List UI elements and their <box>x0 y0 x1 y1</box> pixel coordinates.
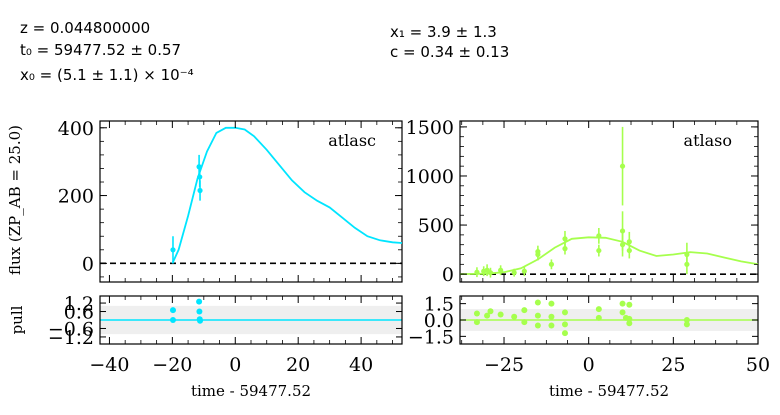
pull-point <box>169 317 176 323</box>
pull-point <box>561 321 568 328</box>
data-point <box>197 174 203 180</box>
pull-point <box>683 317 690 323</box>
x-axis-label-left: time - 59477.52 <box>191 382 311 400</box>
pull-y-tick-label: 1.2 <box>64 293 94 315</box>
x-tick-label: 20 <box>286 354 310 376</box>
data-point <box>548 261 555 267</box>
model-curve <box>459 236 759 275</box>
plot-frame <box>459 120 759 283</box>
pull-y-tick-label: −0.6 <box>48 318 94 340</box>
color-param-label: c = 0.34 ± 0.13 <box>390 43 509 61</box>
data-point <box>511 270 517 276</box>
pull-point <box>619 309 626 316</box>
y-tick-label: 500 <box>418 215 454 237</box>
pull-point <box>473 319 480 326</box>
pull-y-tick-label: 0.0 <box>424 310 454 332</box>
y-tick-label: 200 <box>58 186 94 208</box>
data-point <box>562 246 568 252</box>
data-point <box>596 233 602 239</box>
pull-point <box>561 309 568 316</box>
pull-point <box>534 312 541 319</box>
x-tick-label: 40 <box>349 354 373 376</box>
pull-point <box>473 310 480 317</box>
pull-y-tick-label: −1.2 <box>48 327 94 349</box>
data-point <box>596 247 602 254</box>
x-tick-label: −25 <box>484 354 524 376</box>
pull-point <box>497 311 504 318</box>
x-tick-label: 25 <box>661 354 685 376</box>
data-point <box>626 239 632 245</box>
data-point <box>626 247 632 254</box>
pull-y-tick-label: 0.6 <box>64 302 94 324</box>
pull-point <box>196 298 203 305</box>
y-tick-label: 0 <box>442 264 454 286</box>
y-tick-label: 0 <box>82 253 94 275</box>
pull-point <box>626 315 633 322</box>
band-label: atlaso <box>684 131 732 150</box>
pull-point <box>683 321 690 328</box>
redshift-label: z = 0.044800000 <box>20 19 150 37</box>
pull-point <box>511 313 518 320</box>
x-tick-label: −40 <box>89 354 129 376</box>
data-point <box>474 269 480 275</box>
model-curve <box>171 126 403 264</box>
data-point <box>684 251 690 258</box>
pull-axis-label: pull <box>8 305 26 334</box>
pull-point <box>197 317 204 324</box>
pull-point <box>561 330 568 337</box>
pull-frame <box>99 295 403 345</box>
pull-point <box>521 307 528 314</box>
x-axis-label-right: time - 59477.52 <box>549 382 669 400</box>
pull-point <box>595 306 602 313</box>
data-point <box>521 268 527 274</box>
data-point <box>197 187 203 194</box>
data-point <box>684 261 690 267</box>
x-tick-label: −20 <box>152 354 192 376</box>
y-tick-label: 400 <box>58 118 94 140</box>
data-point <box>562 236 568 242</box>
x-tick-label: 0 <box>583 354 595 376</box>
panel-atlaso: atlaso 0 500 1000 1500 −25 0 25 50 −1.50.01.5 <box>406 117 770 376</box>
data-point <box>170 247 176 253</box>
pull-point <box>169 307 176 314</box>
pull-point <box>196 308 203 315</box>
pull-point <box>548 313 555 320</box>
t0-label: t₀ = 59477.52 ± 0.57 <box>20 41 181 59</box>
pull-point <box>521 319 528 326</box>
pull-y-tick-label: −1.5 <box>408 326 454 348</box>
pull-point <box>484 312 491 319</box>
pull-y-tick-label: 1.5 <box>424 294 454 316</box>
pull-point <box>534 322 541 329</box>
x1-label: x₁ = 3.9 ± 1.3 <box>390 23 497 41</box>
x-tick-label: 50 <box>746 354 770 376</box>
pull-point <box>534 299 541 306</box>
pull-point <box>487 308 494 315</box>
data-point <box>619 242 626 248</box>
band-label: atlasc <box>328 131 376 150</box>
panel-atlasc: atlasc 0 200 400 −40 −20 0 20 40 −1.2−0.60.61.2 <box>48 118 403 376</box>
x0-label: x₀ = (5.1 ± 1.1) × 10⁻⁴ <box>20 66 194 84</box>
y-tick-label: 1500 <box>406 117 454 139</box>
y-tick-label: 1000 <box>406 166 454 188</box>
data-point <box>535 251 541 258</box>
pull-point <box>619 300 626 307</box>
pull-point <box>626 320 633 327</box>
pull-point <box>548 300 555 307</box>
pull-point <box>595 314 602 321</box>
pull-point <box>548 322 555 329</box>
x-tick-label: 0 <box>229 354 241 376</box>
data-point <box>619 163 626 169</box>
data-point <box>619 228 626 234</box>
data-point <box>498 267 504 273</box>
pull-point <box>626 301 633 308</box>
data-point <box>487 270 494 276</box>
y-axis-label: flux (ZP_AB = 25.0) <box>6 125 24 275</box>
